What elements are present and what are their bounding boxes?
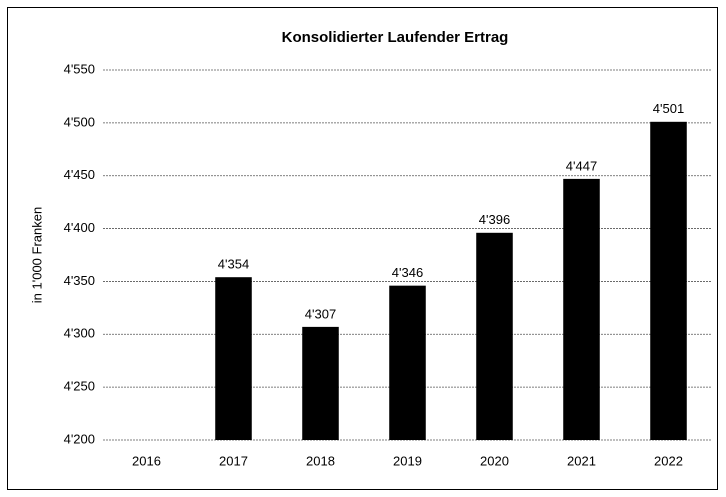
bar [302, 326, 339, 440]
value-label: 4'307 [305, 306, 336, 321]
value-label: 4'346 [392, 265, 423, 280]
bar [650, 121, 687, 441]
bar [476, 232, 513, 440]
y-tick-label: 4'450 [64, 167, 95, 182]
y-tick-label: 4'250 [64, 379, 95, 394]
y-tick-label: 4'200 [64, 431, 95, 446]
y-tick-label: 4'500 [64, 114, 95, 129]
x-tick-label: 2019 [393, 453, 422, 468]
y-tick-label: 4'400 [64, 220, 95, 235]
bar [563, 178, 600, 440]
x-tick-label: 2017 [219, 453, 248, 468]
x-tick-label: 2020 [480, 453, 509, 468]
chart-title: Konsolidierter Laufender Ertrag [282, 29, 509, 46]
x-tick-label: 2022 [654, 453, 683, 468]
value-label: 4'447 [566, 158, 597, 173]
y-axis-label: in 1'000 Franken [29, 207, 44, 303]
x-tick-label: 2021 [567, 453, 596, 468]
value-label: 4'501 [653, 101, 684, 116]
y-tick-label: 4'300 [64, 326, 95, 341]
value-label: 4'354 [218, 257, 249, 272]
bar [389, 285, 426, 440]
y-tick-label: 4'350 [64, 273, 95, 288]
bar [215, 277, 252, 440]
value-label: 4'396 [479, 212, 510, 227]
chart-frame [7, 7, 718, 490]
y-tick-label: 4'550 [64, 61, 95, 76]
x-tick-label: 2016 [132, 453, 161, 468]
x-tick-label: 2018 [306, 453, 335, 468]
